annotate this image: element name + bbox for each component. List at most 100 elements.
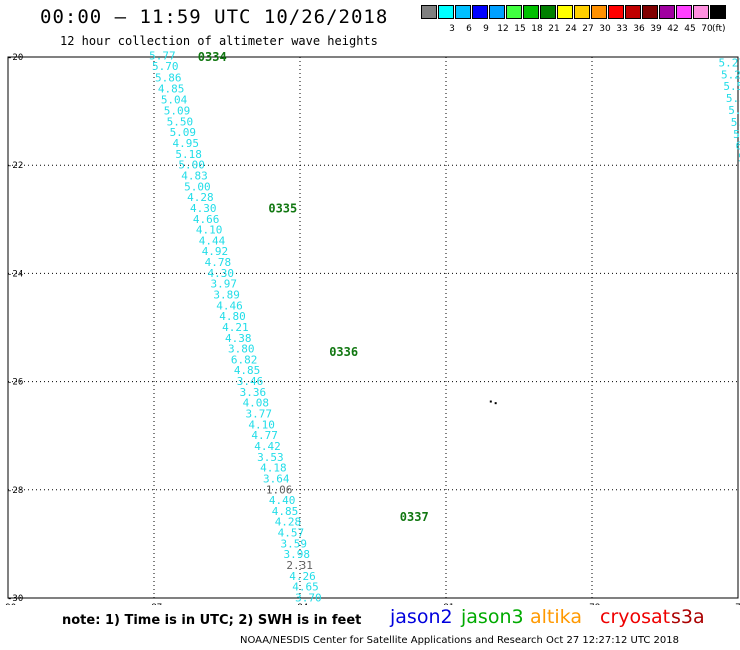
island-mark [489,400,492,403]
swh-value-label: 6.82 [231,353,257,366]
swh-value-label: 3.59 [281,537,308,550]
lat-tick-label: -26 [7,378,23,388]
swh-value-label: 4.92 [202,245,229,258]
swh-value-label: 4.08 [243,397,270,410]
swh-value-label: 5.00 [184,180,211,193]
swh-value-label: 4.85 [158,82,185,95]
lat-lon-grid [8,57,738,598]
legend-swatch [506,5,522,19]
swh-value-label: 4.21 [222,321,249,334]
swh-value-label: 4.30 [208,267,235,280]
swh-value-label: 5.00 [178,159,205,172]
satellite-label-jason2: jason2 [390,606,453,628]
pass-time-label: 0334 [198,50,227,64]
swh-value-label: 3.80 [228,343,255,356]
legend-swatch [557,5,573,19]
legend-label: 15 [514,24,526,34]
swh-value-label: 5.18 [175,148,202,161]
swh-value-label: 5.50 [723,80,740,93]
legend-label: 39 [650,24,662,34]
legend-label: 27 [582,24,594,34]
swh-value-label: 5.28 [721,68,740,81]
swh-value-label: 4.85 [272,505,299,518]
swh-value-label: 5.70 [152,60,179,73]
legend-label: 33 [616,24,628,34]
swh-value-label: 4.85 [234,364,261,377]
swh-value-label: 4.65 [292,581,319,594]
legend-swatch [438,5,454,19]
legend-swatch [455,5,471,19]
swh-value-label: 3.98 [283,548,310,561]
swh-value-label: 5.9 [733,128,740,141]
swh-value-label: 3.64 [263,472,290,485]
altimeter-track-edge: 5.275.285.505.385.775.75.96.25.5455 [719,56,740,176]
pass-time-label: 0337 [400,510,429,524]
legend-swatch [574,5,590,19]
legend-label: 9 [483,24,489,34]
lon-tick-label: -78 [584,603,600,605]
pass-time-label: 0336 [329,345,358,359]
swh-value-label: 5.09 [170,126,197,139]
legend-label: 12 [497,24,509,34]
lat-tick-label: -28 [7,486,23,496]
legend-label: 21 [548,24,560,34]
lon-tick-label: -90 [0,603,16,605]
legend-swatch [591,5,607,19]
footer-note: note: 1) Time is in UTC; 2) SWH is in fe… [62,613,362,628]
swh-value-label: 3.36 [240,386,266,399]
legend-label: 18 [531,24,543,34]
legend-swatch [608,5,624,19]
map-frame [7,56,739,599]
swh-value-label: 3.46 [237,375,264,388]
altimeter-track-main: 5.775.705.864.855.045.095.505.094.955.18… [149,49,322,604]
swh-value-label: 5.7 [731,116,740,129]
legend-swatch [625,5,641,19]
swh-value-label: 4.57 [278,527,305,540]
swh-value-label: 3.77 [245,408,272,421]
swh-value-label: 4.42 [254,440,281,453]
land-marks [489,400,497,405]
swh-value-label: 2.31 [286,559,313,572]
axis-tick-labels: -90 -87 -84 -81 -78 -75 -20 -22 -24 -26 -28 -30 [0,53,740,605]
legend-swatch [642,5,658,19]
swh-value-label: 4.78 [205,256,232,269]
lon-tick-label: -75 [730,603,740,605]
swh-value-label: 4.66 [193,213,220,226]
wave-height-map: -90 -87 -84 -81 -78 -75 -20 -22 -24 -26 -28 -30 5.7… [0,49,740,605]
swh-value-label: 5.77 [149,49,176,62]
swh-value-label: 5.77 [728,104,740,117]
satellite-label-s3a: s3a [671,606,705,628]
legend-swatch [693,5,709,19]
map-subtitle: 12 hour collection of altimeter wave hei… [60,34,378,48]
satellite-label-altika: altika [530,606,582,628]
lon-tick-label: -87 [146,603,162,605]
swh-value-label: 4.10 [196,224,223,237]
swh-value-label: 5.04 [161,94,188,107]
swh-value-label: 5.27 [719,56,740,69]
swh-value-label: 4.30 [190,202,217,215]
legend-label: 30 [599,24,611,34]
legend-swatch [676,5,692,19]
legend-swatch [540,5,556,19]
swh-value-label: 4.38 [225,332,252,345]
swh-value-label: 4.46 [216,299,243,312]
swh-value-label: 4.18 [260,462,287,475]
legend-label: 42 [667,24,679,34]
swh-value-label: 6.2 [736,140,740,153]
legend-unit: (ft) [712,24,726,34]
legend-swatch [523,5,539,19]
lat-tick-label: -20 [7,53,23,63]
swh-value-label: 4.80 [219,310,246,323]
swh-value-label: 3.70 [295,591,322,604]
swh-value-label: 4.40 [269,494,296,507]
island-mark [494,402,497,405]
legend-label: 6 [466,24,472,34]
swh-value-label: 4.28 [187,191,214,204]
swh-value-label: 5.50 [167,115,194,128]
lat-tick-label: -22 [7,161,23,171]
swh-value-label: 1.06 [266,483,293,496]
legend-label: 3 [449,24,455,34]
map-title: 00:00 – 11:59 UTC 10/26/2018 [40,6,389,28]
pass-time-label: 0335 [268,201,297,215]
swh-value-label: 5.86 [155,72,182,85]
